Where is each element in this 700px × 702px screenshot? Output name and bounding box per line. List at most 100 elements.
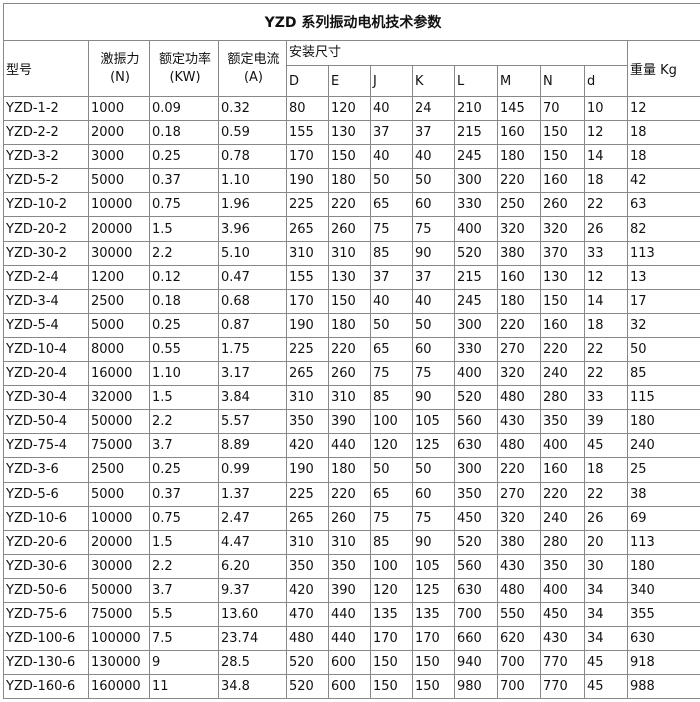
table-row: YZD-2-2 2000 0.18 0.59 155 130 37 37 215 160 150 12… bbox=[3, 120, 700, 146]
cell-power: 0.55 bbox=[149, 336, 219, 363]
cell-power: 2.2 bbox=[149, 240, 219, 266]
cell-M: 700 bbox=[497, 650, 541, 676]
cell-K: 125 bbox=[412, 577, 455, 603]
cell-model: YZD-10-2 bbox=[3, 192, 89, 218]
cell-K: 75 bbox=[412, 216, 455, 242]
cell-M: 480 bbox=[497, 433, 541, 459]
cell-force: 1200 bbox=[88, 264, 150, 290]
cell-E: 260 bbox=[328, 361, 371, 387]
cell-M: 380 bbox=[497, 529, 541, 555]
cell-E: 120 bbox=[328, 95, 371, 122]
cell-power: 7.5 bbox=[149, 626, 219, 652]
cell-N: 150 bbox=[540, 120, 585, 146]
cell-force: 75000 bbox=[88, 601, 150, 628]
cell-d: 34 bbox=[584, 577, 628, 603]
cell-N: 160 bbox=[540, 312, 585, 338]
cell-K: 75 bbox=[412, 361, 455, 387]
cell-force: 20000 bbox=[88, 529, 150, 555]
cell-K: 90 bbox=[412, 385, 455, 411]
cell-force: 50000 bbox=[88, 409, 150, 435]
cell-M: 430 bbox=[497, 409, 541, 435]
cell-J: 50 bbox=[370, 312, 413, 338]
cell-force: 100000 bbox=[88, 626, 150, 652]
cell-weight: 63 bbox=[626, 192, 700, 218]
cell-power: 0.25 bbox=[149, 457, 219, 483]
cell-weight: 42 bbox=[626, 168, 700, 194]
header-dim-N: N bbox=[540, 65, 585, 97]
cell-L: 300 bbox=[454, 312, 498, 338]
header-install: 安装尺寸 bbox=[286, 40, 628, 66]
cell-current: 4.47 bbox=[218, 529, 287, 555]
cell-model: YZD-50-4 bbox=[3, 409, 89, 435]
cell-current: 1.75 bbox=[218, 336, 287, 363]
cell-L: 450 bbox=[454, 505, 498, 531]
cell-weight: 85 bbox=[626, 361, 700, 387]
header-power: 额定功率 (KW) bbox=[149, 40, 219, 97]
cell-current: 2.47 bbox=[218, 505, 287, 531]
cell-d: 18 bbox=[584, 312, 628, 338]
cell-power: 0.18 bbox=[149, 288, 219, 314]
cell-power: 3.7 bbox=[149, 433, 219, 459]
cell-power: 3.7 bbox=[149, 577, 219, 603]
cell-model: YZD-1-2 bbox=[3, 95, 89, 122]
cell-K: 105 bbox=[412, 553, 455, 579]
cell-weight: 25 bbox=[626, 457, 700, 483]
cell-power: 0.37 bbox=[149, 481, 219, 507]
table-row: YZD-30-6 30000 2.2 6.20 350 350 100 105 560 430 35… bbox=[3, 553, 700, 579]
table-row: YZD-3-4 2500 0.18 0.68 170 150 40 40 245 180 150 14… bbox=[3, 288, 700, 314]
cell-D: 310 bbox=[286, 240, 329, 266]
table-row: YZD-5-4 5000 0.25 0.87 190 180 50 50 300 220 160 18… bbox=[3, 312, 700, 338]
cell-J: 85 bbox=[370, 385, 413, 411]
cell-weight: 630 bbox=[626, 626, 700, 652]
table-title: YZD 系列振动电机技术参数 bbox=[2, 3, 700, 41]
cell-weight: 38 bbox=[626, 481, 700, 507]
cell-E: 220 bbox=[328, 192, 371, 218]
cell-E: 130 bbox=[328, 264, 371, 290]
cell-N: 400 bbox=[540, 577, 585, 603]
cell-d: 20 bbox=[584, 529, 628, 555]
cell-K: 50 bbox=[412, 457, 455, 483]
cell-L: 245 bbox=[454, 144, 498, 170]
cell-J: 75 bbox=[370, 505, 413, 531]
cell-N: 770 bbox=[540, 650, 585, 676]
cell-model: YZD-30-4 bbox=[3, 385, 89, 411]
cell-E: 440 bbox=[328, 433, 371, 459]
cell-L: 215 bbox=[454, 264, 498, 290]
cell-current: 3.17 bbox=[218, 361, 287, 387]
cell-model: YZD-20-6 bbox=[3, 529, 89, 555]
cell-E: 350 bbox=[328, 553, 371, 579]
cell-weight: 12 bbox=[626, 95, 700, 122]
cell-D: 310 bbox=[286, 529, 329, 555]
cell-model: YZD-100-6 bbox=[3, 626, 89, 652]
cell-D: 520 bbox=[286, 650, 329, 676]
cell-d: 45 bbox=[584, 674, 628, 700]
cell-weight: 18 bbox=[626, 120, 700, 146]
cell-power: 5.5 bbox=[149, 601, 219, 628]
cell-N: 240 bbox=[540, 361, 585, 387]
cell-d: 22 bbox=[584, 481, 628, 507]
cell-model: YZD-75-4 bbox=[3, 433, 89, 459]
cell-current: 0.78 bbox=[218, 144, 287, 170]
cell-K: 24 bbox=[412, 95, 455, 122]
cell-N: 430 bbox=[540, 626, 585, 652]
header-dim-M: M bbox=[497, 65, 541, 97]
cell-model: YZD-10-4 bbox=[3, 336, 89, 363]
cell-N: 220 bbox=[540, 481, 585, 507]
cell-E: 150 bbox=[328, 288, 371, 314]
cell-J: 75 bbox=[370, 361, 413, 387]
table-row: YZD-30-2 30000 2.2 5.10 310 310 85 90 520 380 370 3… bbox=[3, 240, 700, 266]
cell-M: 160 bbox=[497, 264, 541, 290]
cell-force: 3000 bbox=[88, 144, 150, 170]
cell-model: YZD-20-2 bbox=[3, 216, 89, 242]
table-row: YZD-20-6 20000 1.5 4.47 310 310 85 90 520 380 280 2… bbox=[3, 529, 700, 555]
cell-model: YZD-30-2 bbox=[3, 240, 89, 266]
cell-M: 480 bbox=[497, 577, 541, 603]
cell-E: 310 bbox=[328, 385, 371, 411]
cell-model: YZD-3-6 bbox=[3, 457, 89, 483]
cell-weight: 113 bbox=[626, 240, 700, 266]
cell-N: 350 bbox=[540, 409, 585, 435]
cell-D: 155 bbox=[286, 264, 329, 290]
cell-d: 14 bbox=[584, 144, 628, 170]
cell-power: 0.12 bbox=[149, 264, 219, 290]
cell-d: 33 bbox=[584, 240, 628, 266]
